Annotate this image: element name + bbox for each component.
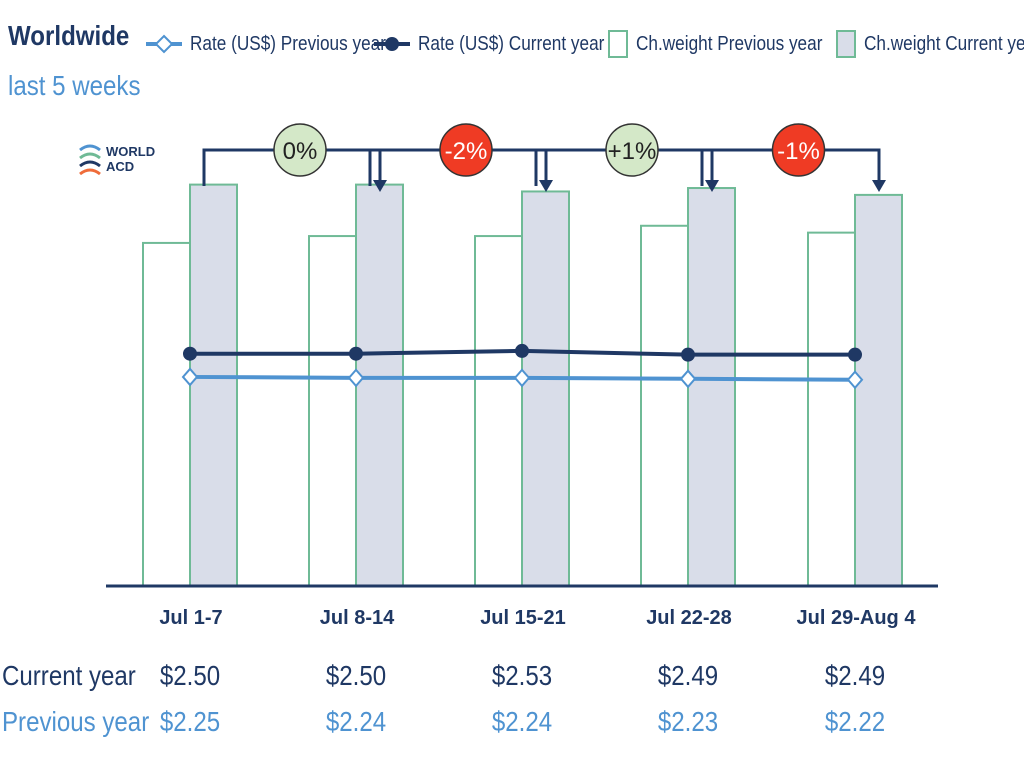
- legend-label: Ch.weight Previous year: [636, 32, 823, 55]
- current-year-value: $2.50: [325, 660, 387, 691]
- arrow-down-icon: [539, 180, 553, 192]
- bar-weight-previous: [640, 224, 689, 587]
- bar-weight-current: [521, 190, 570, 587]
- previous-year-value: $2.22: [824, 706, 886, 737]
- chart-title: Worldwide: [8, 20, 130, 51]
- change-label: +1%: [608, 138, 657, 165]
- x-tick-label: Jul 29-Aug 4: [797, 607, 917, 629]
- bar-weight-previous: [807, 231, 856, 587]
- bar-weight-previous: [308, 235, 357, 588]
- legend-label: Ch.weight Current year: [864, 32, 1024, 55]
- line-diamond-icon: [146, 34, 182, 54]
- change-label: -2%: [445, 138, 488, 165]
- bar-swatch-icon: [608, 30, 628, 58]
- current-year-value: $2.49: [657, 660, 719, 691]
- previous-year-row-label: Previous year: [2, 706, 150, 737]
- point-rate-current: [848, 347, 862, 362]
- legend: Rate (US$) Previous year Rate (US$) Curr…: [0, 30, 1024, 60]
- point-rate-current: [681, 347, 695, 362]
- previous-year-value: $2.24: [325, 706, 387, 737]
- change-label: 0%: [283, 138, 318, 165]
- bar-swatch-icon: [836, 30, 856, 58]
- change-bubble: [273, 123, 327, 177]
- bar-weight-current: [189, 183, 238, 587]
- change-bubble: [771, 123, 826, 177]
- previous-year-value: $2.24: [491, 706, 553, 737]
- logo-line-2: ACD: [106, 159, 135, 174]
- bar-weight-current: [854, 193, 903, 587]
- legend-label: Rate (US$) Previous year: [190, 32, 386, 55]
- current-year-value: $2.53: [491, 660, 553, 691]
- world-acd-logo: WORLD ACD: [76, 140, 156, 184]
- line-dot-icon: [374, 37, 410, 51]
- point-rate-current: [515, 343, 529, 358]
- legend-label: Rate (US$) Current year: [418, 32, 605, 55]
- bar-weight-previous: [474, 235, 523, 588]
- point-rate-previous: [347, 368, 365, 388]
- previous-year-value: $2.25: [159, 706, 221, 737]
- current-year-value: $2.49: [824, 660, 886, 691]
- bar-weight-current: [687, 187, 736, 587]
- point-rate-current: [183, 346, 197, 361]
- point-rate-previous: [846, 370, 864, 390]
- bar-weight-previous: [142, 241, 191, 588]
- legend-item-weight-current: Ch.weight Current year: [836, 30, 1024, 58]
- point-rate-current: [349, 346, 363, 361]
- arrow-down-icon: [373, 180, 387, 192]
- change-bubble: [605, 123, 659, 177]
- legend-item-weight-previous: Ch.weight Previous year: [608, 30, 853, 58]
- x-tick-label: Jul 8-14: [320, 607, 395, 629]
- point-rate-previous: [513, 368, 531, 388]
- legend-item-rate-previous: Rate (US$) Previous year: [144, 30, 418, 58]
- logo-line-1: WORLD: [106, 144, 156, 159]
- arrow-down-icon: [705, 180, 719, 192]
- point-rate-previous: [679, 369, 697, 389]
- x-tick-label: Jul 1-7: [159, 607, 222, 629]
- change-bubble: [439, 123, 493, 177]
- x-tick-label: Jul 15-21: [480, 607, 566, 629]
- x-tick-label: Jul 22-28: [646, 607, 732, 629]
- legend-item-rate-current: Rate (US$) Current year: [372, 30, 635, 58]
- logo-waves-icon: [79, 144, 101, 176]
- arrow-down-icon: [872, 180, 886, 192]
- point-rate-previous: [181, 367, 199, 387]
- current-year-row-label: Current year: [2, 660, 136, 691]
- bar-weight-current: [355, 183, 404, 587]
- chart-subtitle: last 5 weeks: [8, 70, 141, 101]
- previous-year-value: $2.23: [657, 706, 719, 737]
- change-label: -1%: [777, 138, 820, 165]
- current-year-value: $2.50: [159, 660, 221, 691]
